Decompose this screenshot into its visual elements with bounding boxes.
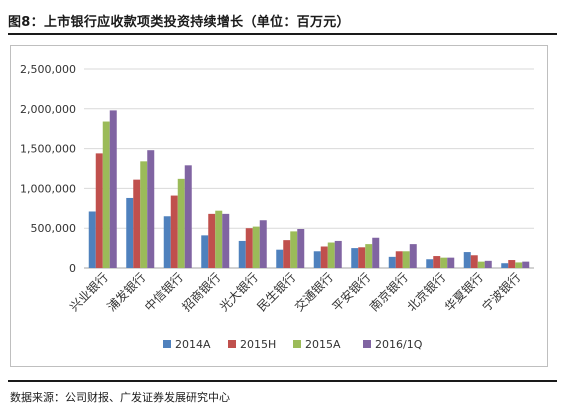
legend-label: 2015A bbox=[305, 338, 341, 351]
x-axis-ticks: 兴业银行浦发银行中信银行招商银行光大银行民生银行交通银行平安银行南京银行北京银行… bbox=[67, 270, 523, 315]
y-tick-label: 2,500,000 bbox=[20, 63, 76, 76]
bar-2015A-11 bbox=[515, 262, 523, 268]
title-divider bbox=[8, 33, 557, 35]
source-divider bbox=[8, 380, 557, 382]
bar-2014A-7 bbox=[351, 248, 359, 268]
x-tick-label: 兴业银行 bbox=[67, 270, 111, 314]
bar-20161Q-3 bbox=[222, 213, 230, 268]
bar-2015A-2 bbox=[177, 178, 185, 268]
legend-label: 2014A bbox=[175, 338, 211, 351]
y-tick-label: 2,000,000 bbox=[20, 103, 76, 116]
x-tick-label: 交通银行 bbox=[291, 270, 336, 315]
bar-2015A-9 bbox=[440, 257, 448, 268]
chart-frame bbox=[10, 45, 548, 367]
y-tick-label: 1,000,000 bbox=[20, 182, 76, 195]
y-tick-label: 500,000 bbox=[31, 222, 77, 235]
bar-2015A-0 bbox=[102, 121, 110, 268]
x-tick-label: 招商银行 bbox=[179, 270, 224, 315]
bar-2015H-1 bbox=[133, 179, 141, 268]
x-tick-label: 浦发银行 bbox=[104, 270, 149, 315]
bar-2015H-5 bbox=[283, 240, 291, 268]
bar-20161Q-1 bbox=[147, 150, 155, 268]
figure-title: 图8：上市银行应收款项类投资持续增长（单位：百万元） bbox=[8, 15, 350, 30]
bar-2015A-5 bbox=[290, 231, 298, 268]
x-tick-label: 南京银行 bbox=[366, 270, 411, 315]
bar-2015A-3 bbox=[215, 210, 223, 268]
bar-2014A-2 bbox=[163, 216, 171, 268]
bar-2015A-10 bbox=[477, 261, 485, 268]
bar-2015H-0 bbox=[95, 153, 103, 268]
legend-swatch bbox=[293, 340, 301, 348]
y-tick-label: 1,500,000 bbox=[20, 143, 76, 156]
bar-2014A-9 bbox=[426, 259, 434, 268]
bar-2015A-7 bbox=[365, 244, 373, 268]
bar-2015A-8 bbox=[402, 251, 410, 268]
legend-label: 2015H bbox=[240, 338, 276, 351]
legend-swatch bbox=[163, 340, 171, 348]
bar-2014A-0 bbox=[88, 211, 96, 268]
bar-2015H-10 bbox=[470, 255, 478, 268]
data-source-note: 数据来源：公司财报、广发证券发展研究中心 bbox=[10, 391, 230, 404]
legend-swatch bbox=[363, 340, 371, 348]
legend-label: 2016/1Q bbox=[375, 338, 423, 351]
bar-2015H-6 bbox=[320, 246, 328, 268]
bar-2014A-10 bbox=[463, 252, 471, 268]
bar-20161Q-2 bbox=[184, 165, 192, 268]
bar-2015H-2 bbox=[170, 195, 178, 268]
bar-2014A-1 bbox=[126, 197, 134, 268]
bar-20161Q-5 bbox=[297, 228, 305, 268]
bar-20161Q-4 bbox=[259, 220, 267, 268]
legend: 2014A 2015H 2015A 2016/1Q bbox=[163, 338, 423, 351]
bar-2015A-6 bbox=[327, 242, 335, 268]
bar-2014A-4 bbox=[238, 240, 246, 268]
bar-20161Q-11 bbox=[522, 261, 530, 268]
bar-20161Q-7 bbox=[372, 237, 380, 268]
x-tick-label: 中信银行 bbox=[141, 270, 186, 315]
legend-swatch bbox=[228, 340, 236, 348]
bar-2014A-6 bbox=[313, 251, 321, 268]
x-tick-label: 北京银行 bbox=[405, 270, 449, 314]
bar-2014A-11 bbox=[501, 263, 509, 268]
bar-2014A-3 bbox=[201, 235, 209, 268]
bar-20161Q-10 bbox=[484, 260, 492, 268]
x-tick-label: 光大银行 bbox=[217, 270, 261, 314]
bar-2015H-3 bbox=[208, 213, 216, 268]
bar-2015A-4 bbox=[252, 226, 260, 268]
x-tick-label: 华夏银行 bbox=[442, 270, 486, 314]
bar-20161Q-6 bbox=[334, 240, 342, 268]
bar-chart: 0 500,000 1,000,000 1,500,000 2,000,000 2,500… bbox=[20, 63, 534, 351]
x-tick-label: 民生银行 bbox=[255, 270, 299, 314]
bar-2015H-8 bbox=[395, 251, 403, 268]
y-tick-label: 0 bbox=[69, 262, 76, 275]
bar-2015H-4 bbox=[245, 228, 253, 268]
x-tick-label: 宁波银行 bbox=[479, 270, 524, 315]
bar-2015A-1 bbox=[140, 161, 148, 268]
bar-20161Q-0 bbox=[109, 110, 117, 268]
bar-2014A-5 bbox=[276, 249, 284, 268]
x-tick-label: 平安银行 bbox=[329, 270, 374, 315]
bar-20161Q-9 bbox=[447, 257, 455, 268]
bar-2015H-11 bbox=[508, 260, 516, 268]
bar-2014A-8 bbox=[388, 256, 396, 268]
bar-2015H-7 bbox=[358, 247, 366, 268]
bar-2015H-9 bbox=[433, 256, 441, 268]
y-axis-ticks: 0 500,000 1,000,000 1,500,000 2,000,000 2,500… bbox=[20, 63, 76, 275]
gridlines bbox=[84, 68, 534, 269]
bars bbox=[88, 110, 530, 268]
figure-header: 图8：上市银行应收款项类投资持续增长（单位：百万元） bbox=[8, 5, 557, 35]
bar-20161Q-8 bbox=[409, 244, 417, 268]
